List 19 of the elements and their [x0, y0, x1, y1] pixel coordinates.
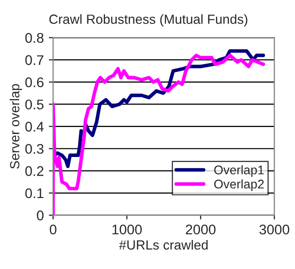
x-tick-label: 2000 — [186, 224, 216, 234]
y-tick-label: 0.4 — [25, 122, 44, 132]
line-series — [53, 54, 266, 216]
y-tick-label: 0.5 — [25, 100, 44, 110]
y-tick-label: 0.3 — [25, 144, 44, 154]
x-tick-label: 0 — [50, 224, 56, 234]
legend-label: Overlap1 — [214, 165, 264, 177]
x-axis-title: #URLs crawled — [119, 240, 208, 250]
y-tick-label: 0.8 — [25, 32, 44, 43]
y-tick-label: 0.6 — [25, 77, 44, 88]
y-tick-label: 0.2 — [25, 166, 44, 176]
legend-label: Overlap2 — [214, 179, 264, 191]
chart-title: Crawl Robustness (Mutual Funds) — [49, 14, 248, 27]
y-tick-label: 0.7 — [25, 55, 44, 66]
y-tick-label: 0 — [36, 210, 44, 220]
y-tick-label: 0.1 — [25, 188, 44, 198]
y-axis-title: Server overlap — [10, 84, 22, 169]
x-tick-label: 3000 — [259, 224, 290, 234]
x-tick-label: 1000 — [112, 224, 142, 234]
